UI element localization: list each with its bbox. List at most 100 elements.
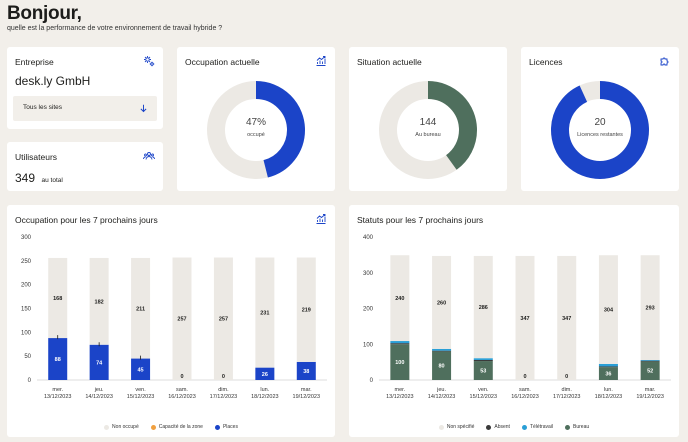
bar-Bureau[interactable] [432,351,452,380]
x-tick-date: 16/12/2023 [511,394,539,400]
situation-label: Au bureau [415,132,441,138]
statuts-week-chart: 0 100 200 300 400 100 240 mer.13/12/2023 80 260 je… [363,235,671,400]
y-tick-label: 100 [21,330,32,336]
bar-Non spécifié[interactable] [390,255,410,342]
x-tick-day: jeu. [94,387,104,393]
bar-Non spécifié[interactable] [557,255,577,380]
y-tick-label: 100 [363,342,374,348]
users-icon[interactable] [143,150,155,162]
legend-item[interactable]: Non spécifié [438,424,474,430]
bar-Non occupé[interactable] [48,257,68,339]
bar-Non occupé[interactable] [296,257,316,362]
arrow-down-icon [140,104,147,113]
x-tick-day: sam. [176,387,188,393]
y-tick-label: 300 [363,271,374,277]
bar-label: 286 [479,305,488,311]
bar-Absent[interactable] [473,359,493,362]
bar-label: 0 [565,374,568,380]
legend-dot [438,424,444,430]
bar-Télétravail[interactable] [432,348,452,351]
licences-title: Licences [529,57,563,67]
legend-item[interactable]: Absent [486,424,510,430]
bar-Absent[interactable] [390,343,410,345]
bar-label: 240 [395,296,404,302]
bar-Absent[interactable] [432,350,452,352]
licences-donut-arc [551,81,649,179]
y-tick-label: 150 [21,307,32,313]
statuts-week-card: Statuts pour les 7 prochains jours 0 100 2… [349,205,679,437]
bar-Bureau[interactable] [640,361,660,380]
occupation-donut-arc [207,81,305,179]
bar-Non occupé[interactable] [89,257,109,345]
utilisateurs-count: 349 [15,171,36,185]
legend-item[interactable]: Non occupé [104,424,139,430]
legend-item[interactable]: Bureau [565,424,589,430]
legend-label: Places [222,424,238,430]
site-select[interactable]: Tous les sites [13,96,157,121]
x-tick-day: mar. [645,387,656,393]
bar-Non spécifié[interactable] [473,255,493,359]
bar-label: 45 [138,367,144,373]
page-subtitle: quelle est la performance de votre envir… [7,25,223,32]
occupation-label: occupé [247,132,265,138]
bar-Non spécifié[interactable] [515,255,535,380]
utilisateurs-title: Utilisateurs [15,152,58,162]
situation-card: Situation actuelle 144 Au bureau [349,47,507,191]
bar-Télétravail[interactable] [390,341,410,344]
bar-label: 257 [219,317,228,323]
occupation-value: 47% [245,117,266,128]
gears-icon[interactable] [143,55,155,67]
legend-item[interactable]: Télétravail [521,424,553,430]
legend-item[interactable]: Capacité de la zone [150,424,203,430]
x-tick-date: 16/12/2023 [168,394,196,400]
legend-dot [150,424,156,430]
x-tick-date: 15/12/2023 [127,394,155,400]
entreprise-title: Entreprise [15,57,54,67]
occupation-week-chart: 0 50 100 150 200 250 300 88 168 mer.13/12/2023 74 1… [21,235,327,400]
situation-title: Situation actuelle [357,57,422,67]
bar-Non spécifié[interactable] [432,255,452,349]
bar-label: 26 [262,372,268,378]
bar-Places[interactable] [89,344,109,380]
chart-trend-icon[interactable] [315,55,327,67]
bar-Télétravail[interactable] [640,359,660,361]
bar-Télétravail[interactable] [598,363,618,367]
statuts-week-title: Statuts pour les 7 prochains jours [357,215,484,225]
bar-Absent[interactable] [640,360,660,362]
bar-label: 0 [523,374,526,380]
bar-label: 88 [55,357,61,363]
bar-Bureau[interactable] [390,344,410,380]
bar-Non spécifié[interactable] [598,255,618,364]
puzzle-icon[interactable] [659,55,671,67]
licences-donut [551,81,649,179]
x-tick-day: dim. [562,387,573,393]
bar-Télétravail[interactable] [473,358,493,360]
bar-Places[interactable] [255,367,275,380]
bar-Absent[interactable] [598,366,618,368]
x-tick-date: 14/12/2023 [428,394,456,400]
bar-Non spécifié[interactable] [640,255,660,360]
legend-label: Capacité de la zone [158,424,203,430]
bar-Places[interactable] [48,338,68,380]
y-tick-label: 300 [21,235,32,241]
bar-label: 80 [439,364,445,370]
bar-label: 168 [53,296,62,302]
bar-label: 231 [260,311,269,317]
bar-label: 257 [177,317,186,323]
legend-label: Non occupé [112,424,139,430]
bar-Non occupé[interactable] [255,257,275,368]
bar-Non occupé[interactable] [213,257,233,380]
bar-label: 0 [180,374,183,380]
bar-Non occupé[interactable] [131,257,151,359]
bar-Places[interactable] [296,361,316,380]
chart-trend-icon[interactable] [315,213,327,225]
legend-item[interactable]: Places [214,424,238,430]
y-tick-label: 200 [21,283,32,289]
bar-label: 38 [303,369,309,375]
x-tick-day: mar. [301,387,312,393]
bar-Bureau[interactable] [473,361,493,380]
bar-Places[interactable] [131,358,151,380]
bar-Non occupé[interactable] [172,257,192,380]
utilisateurs-card: Utilisateurs 349 au total [7,142,163,191]
bar-Bureau[interactable] [598,367,618,380]
